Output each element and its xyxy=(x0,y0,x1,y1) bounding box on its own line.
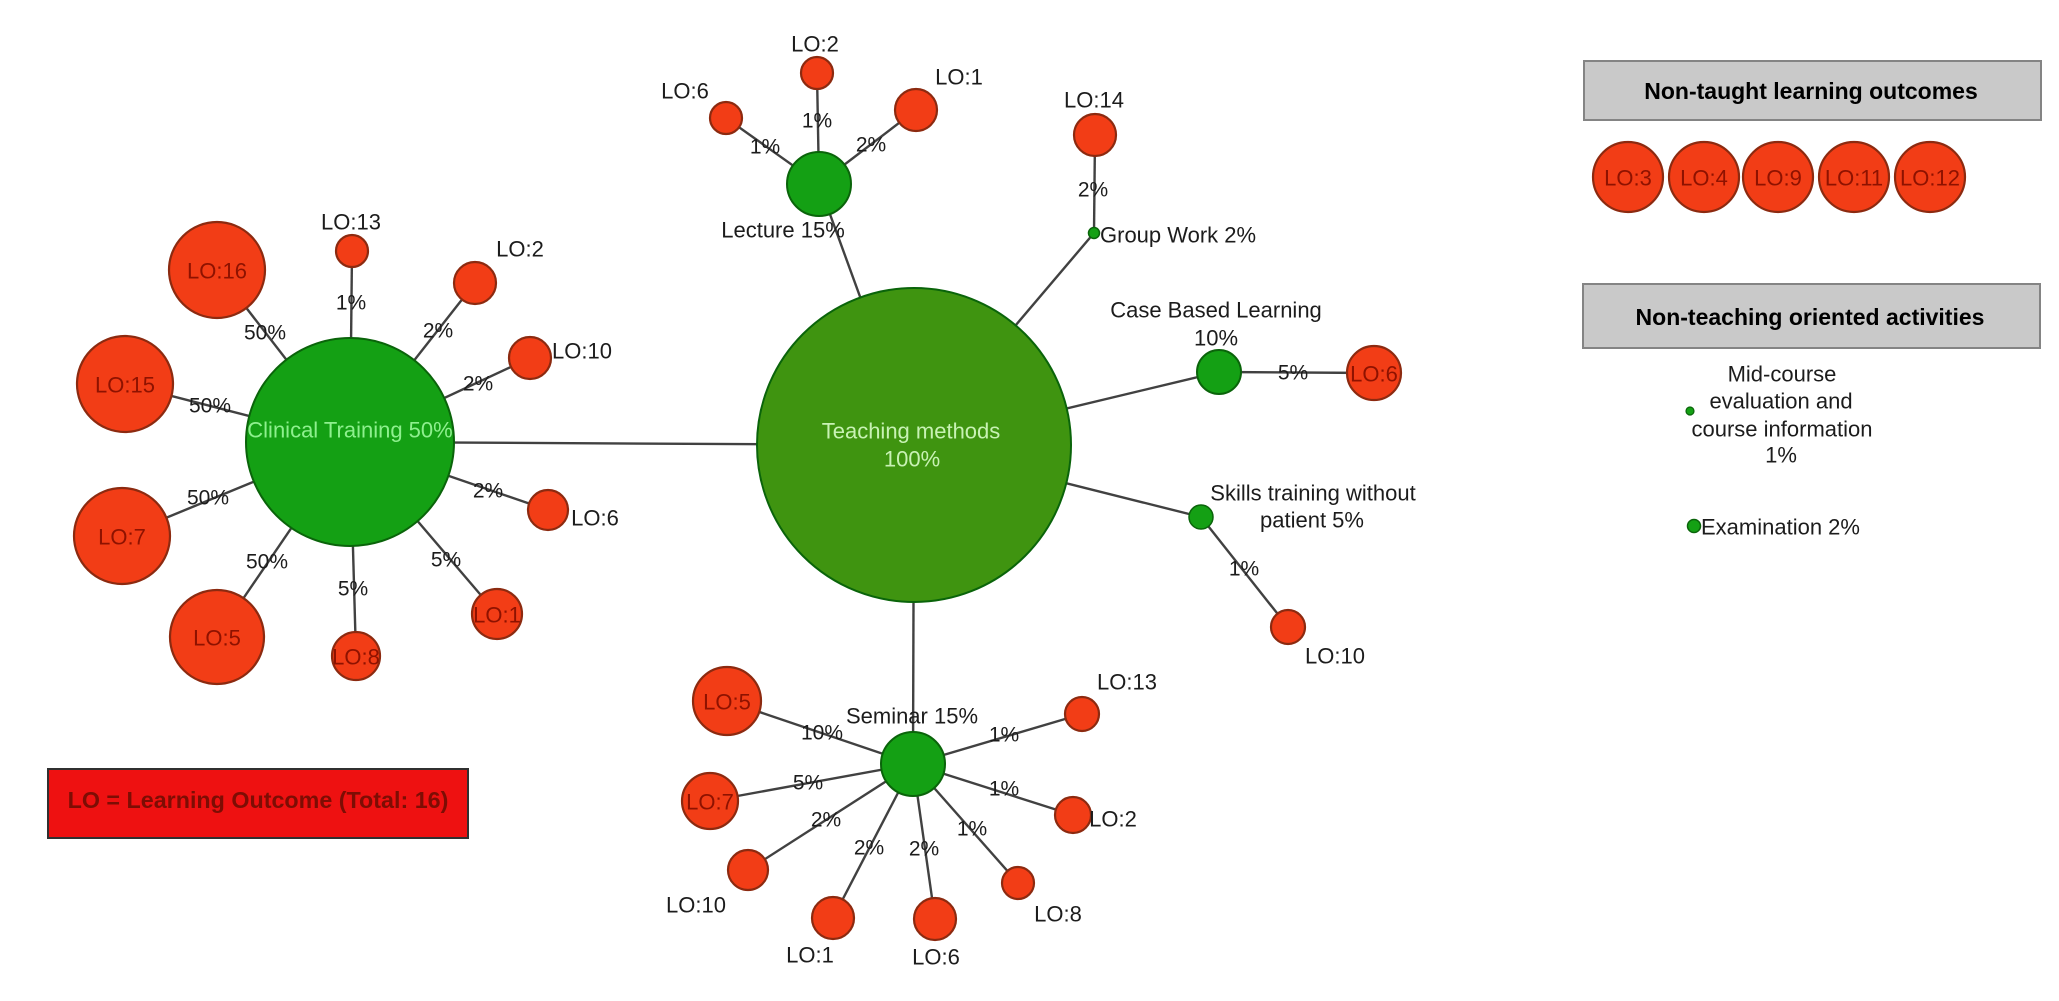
svg-text:Skills training without: Skills training without xyxy=(1210,481,1415,506)
svg-text:2%: 2% xyxy=(854,837,884,860)
svg-text:Non-taught learning outcomes: Non-taught learning outcomes xyxy=(1644,78,1978,104)
svg-text:Clinical Training 50%: Clinical Training 50% xyxy=(247,418,452,443)
svg-text:2%: 2% xyxy=(423,320,453,343)
svg-text:Case Based Learning: Case Based Learning xyxy=(1110,298,1322,323)
svg-text:LO:8: LO:8 xyxy=(332,645,380,670)
svg-text:LO:16: LO:16 xyxy=(187,259,247,284)
svg-text:1%: 1% xyxy=(1765,443,1797,468)
svg-text:1%: 1% xyxy=(336,292,366,315)
svg-text:2%: 2% xyxy=(1078,179,1108,202)
svg-text:50%: 50% xyxy=(244,322,286,345)
svg-text:10%: 10% xyxy=(801,722,843,745)
svg-text:Lecture 15%: Lecture 15% xyxy=(721,218,845,243)
svg-text:LO:6: LO:6 xyxy=(661,79,709,104)
svg-text:course information: course information xyxy=(1692,417,1873,442)
svg-text:LO:2: LO:2 xyxy=(496,237,544,262)
svg-text:2%: 2% xyxy=(463,373,493,396)
svg-text:Teaching methods: Teaching methods xyxy=(822,419,1001,444)
svg-text:50%: 50% xyxy=(246,551,288,574)
svg-text:LO:3: LO:3 xyxy=(1604,166,1652,191)
svg-text:10%: 10% xyxy=(1194,326,1238,351)
svg-text:5%: 5% xyxy=(1278,362,1308,385)
svg-text:2%: 2% xyxy=(473,480,503,503)
svg-text:LO:2: LO:2 xyxy=(1089,807,1137,832)
svg-text:LO:10: LO:10 xyxy=(666,893,726,918)
svg-text:Examination 2%: Examination 2% xyxy=(1701,515,1860,540)
svg-text:LO:5: LO:5 xyxy=(193,626,241,651)
svg-text:LO:11: LO:11 xyxy=(1825,166,1883,191)
svg-text:5%: 5% xyxy=(431,549,461,572)
svg-text:LO:6: LO:6 xyxy=(1350,362,1398,387)
svg-text:LO:7: LO:7 xyxy=(686,790,734,815)
svg-text:50%: 50% xyxy=(189,395,231,418)
svg-text:100%: 100% xyxy=(884,447,940,472)
svg-text:LO:5: LO:5 xyxy=(703,690,751,715)
svg-text:LO:2: LO:2 xyxy=(791,32,839,57)
svg-text:LO:15: LO:15 xyxy=(95,373,155,398)
svg-text:evaluation and: evaluation and xyxy=(1709,389,1852,414)
svg-text:Mid-course: Mid-course xyxy=(1728,362,1837,387)
svg-text:1%: 1% xyxy=(750,136,780,159)
svg-text:5%: 5% xyxy=(793,772,823,795)
svg-text:LO:1: LO:1 xyxy=(786,943,834,968)
svg-text:LO:6: LO:6 xyxy=(571,506,619,531)
svg-text:LO:13: LO:13 xyxy=(1097,670,1157,695)
svg-text:Group Work 2%: Group Work 2% xyxy=(1100,223,1256,248)
svg-text:50%: 50% xyxy=(187,487,229,510)
svg-text:LO:14: LO:14 xyxy=(1064,88,1124,113)
svg-text:LO:4: LO:4 xyxy=(1680,166,1728,191)
svg-text:LO:8: LO:8 xyxy=(1034,902,1082,927)
svg-text:LO:10: LO:10 xyxy=(1305,644,1365,669)
svg-text:5%: 5% xyxy=(338,578,368,601)
svg-text:patient 5%: patient 5% xyxy=(1260,508,1364,533)
svg-text:1%: 1% xyxy=(957,818,987,841)
svg-text:2%: 2% xyxy=(909,838,939,861)
svg-text:LO:9: LO:9 xyxy=(1754,166,1802,191)
svg-text:LO:10: LO:10 xyxy=(552,339,612,364)
svg-text:LO:7: LO:7 xyxy=(98,525,146,550)
svg-text:Non-teaching oriented activiti: Non-teaching oriented activities xyxy=(1636,304,1985,330)
svg-text:LO = Learning Outcome (Total:: LO = Learning Outcome (Total: 16) xyxy=(68,787,449,813)
svg-text:1%: 1% xyxy=(1229,558,1259,581)
svg-text:Seminar 15%: Seminar 15% xyxy=(846,704,978,729)
svg-text:LO:6: LO:6 xyxy=(912,945,960,970)
svg-text:2%: 2% xyxy=(811,809,841,832)
svg-text:LO:1: LO:1 xyxy=(473,603,521,628)
svg-text:1%: 1% xyxy=(802,110,832,133)
svg-text:1%: 1% xyxy=(989,778,1019,801)
svg-text:LO:13: LO:13 xyxy=(321,210,381,235)
svg-text:LO:1: LO:1 xyxy=(935,65,983,90)
svg-text:LO:12: LO:12 xyxy=(1900,166,1960,191)
svg-text:1%: 1% xyxy=(989,724,1019,747)
svg-text:2%: 2% xyxy=(856,134,886,157)
